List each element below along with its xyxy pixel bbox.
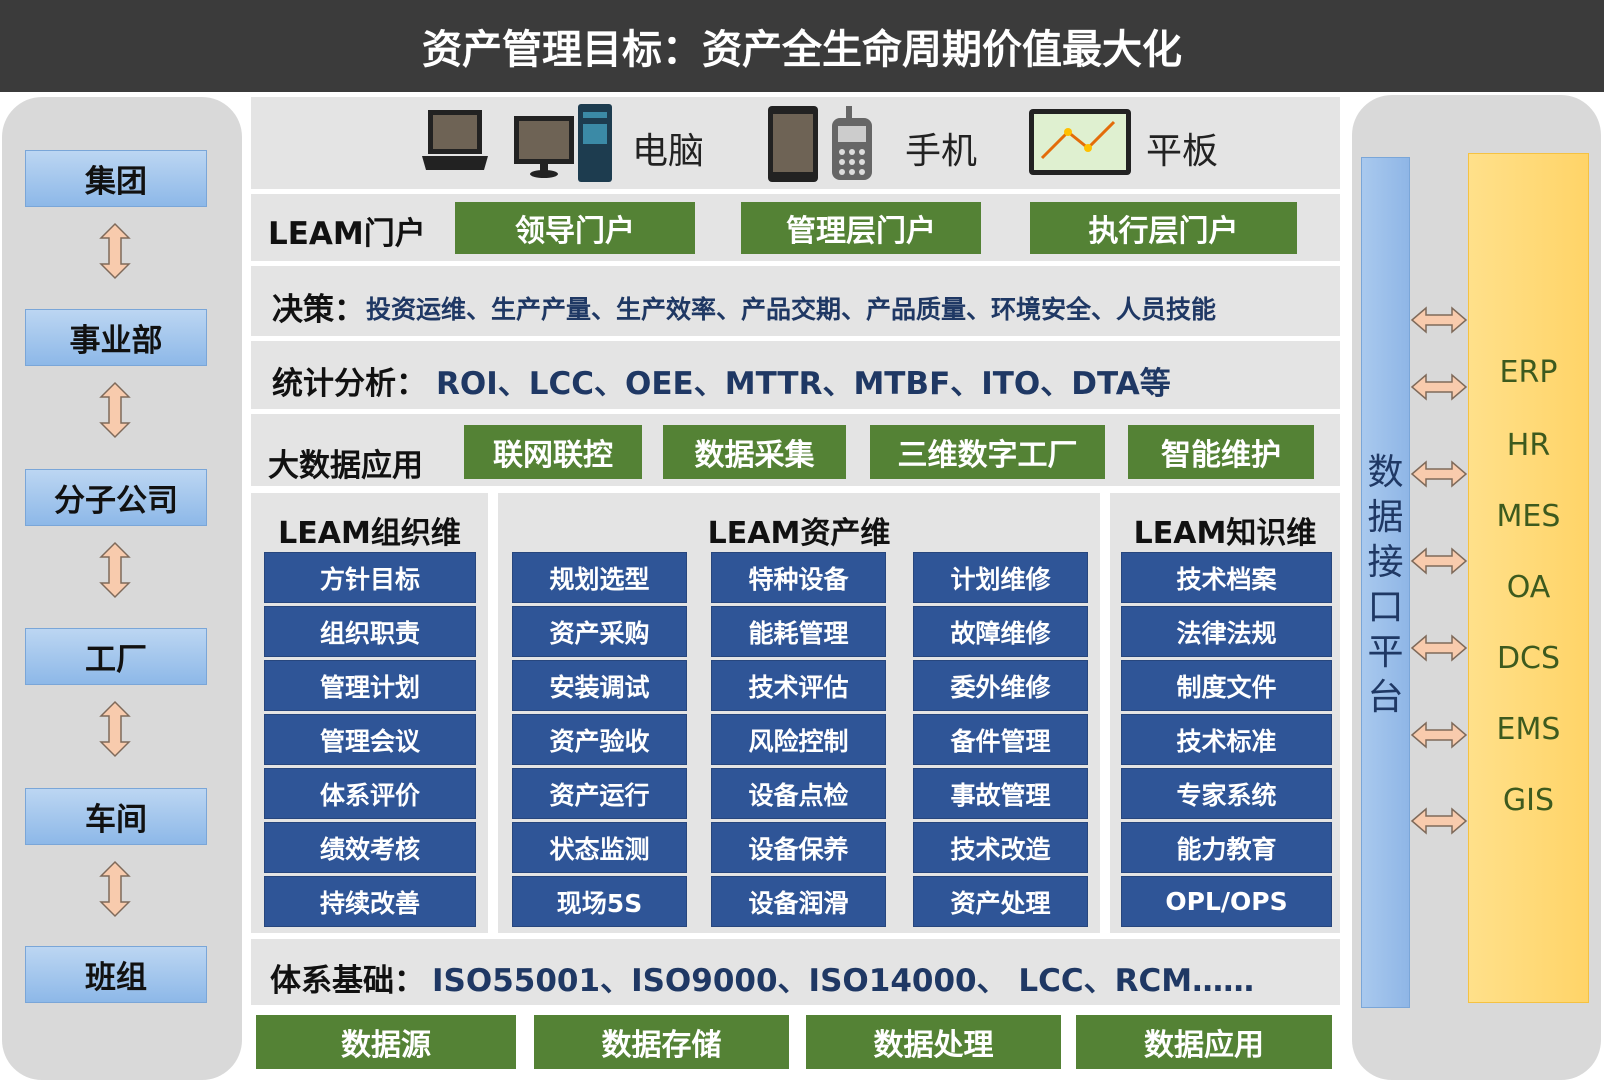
bidirectional-arrow-icon xyxy=(1410,373,1468,401)
module-cell: 技术标准 xyxy=(1121,714,1332,765)
bigdata-collection: 数据采集 xyxy=(663,425,846,479)
hierarchy-level: 班组 xyxy=(25,946,207,1003)
system-label: OA xyxy=(1506,570,1551,605)
data-layer-application: 数据应用 xyxy=(1076,1015,1332,1069)
hierarchy-level: 事业部 xyxy=(25,309,207,366)
bidirectional-arrow-icon xyxy=(1410,634,1468,662)
pc-label: 电脑 xyxy=(632,131,705,172)
page-title: 资产管理目标：资产全生命周期价值最大化 xyxy=(0,0,1604,92)
bidirectional-arrow-icon xyxy=(1410,721,1468,749)
module-cell: 委外维修 xyxy=(913,660,1088,711)
tablet-chart-icon xyxy=(1029,109,1131,175)
module-cell: 设备保养 xyxy=(711,822,886,873)
portal-execution: 执行层门户 xyxy=(1030,202,1297,254)
portal-management: 管理层门户 xyxy=(741,202,981,254)
bidirectional-arrow-icon xyxy=(99,222,131,280)
bidirectional-arrow-icon xyxy=(99,541,131,599)
interface-label: 数据接口平台 xyxy=(1367,452,1404,718)
system-label: HR xyxy=(1506,428,1551,463)
module-cell: 资产验收 xyxy=(512,714,687,765)
module-cell: OPL/OPS xyxy=(1121,876,1332,927)
decision-items: 投资运维、生产产量、生产效率、产品交期、产品质量、环境安全、人员技能 xyxy=(366,295,1217,324)
bigdata-3d-factory: 三维数字工厂 xyxy=(870,425,1105,479)
module-cell: 备件管理 xyxy=(913,714,1088,765)
module-cell: 组织职责 xyxy=(264,606,476,657)
laptop-icon xyxy=(422,110,488,170)
module-cell: 能耗管理 xyxy=(711,606,886,657)
system-label: DCS xyxy=(1496,641,1561,676)
module-cell: 法律法规 xyxy=(1121,606,1332,657)
tablet-label: 平板 xyxy=(1146,131,1219,172)
module-cell: 事故管理 xyxy=(913,768,1088,819)
module-cell: 绩效考核 xyxy=(264,822,476,873)
module-cell: 管理计划 xyxy=(264,660,476,711)
org-title: LEAM组织维 xyxy=(278,516,461,551)
portal-leader: 领导门户 xyxy=(455,202,695,254)
phone-label: 手机 xyxy=(905,131,978,172)
decision-label: 决策： xyxy=(272,292,365,328)
module-cell: 设备点检 xyxy=(711,768,886,819)
mobile-phone-icon xyxy=(768,106,872,182)
stats-label: 统计分析： xyxy=(272,366,427,402)
module-cell: 持续改善 xyxy=(264,876,476,927)
bidirectional-arrow-icon xyxy=(99,381,131,439)
module-cell: 规划选型 xyxy=(512,552,687,603)
system-label: ERP xyxy=(1499,355,1558,390)
bigdata-label: 大数据应用 xyxy=(268,448,423,484)
hierarchy-level: 车间 xyxy=(25,788,207,845)
module-cell: 特种设备 xyxy=(711,552,886,603)
stats-row xyxy=(251,341,1340,409)
module-cell: 专家系统 xyxy=(1121,768,1332,819)
module-cell: 状态监测 xyxy=(512,822,687,873)
module-cell: 计划维修 xyxy=(913,552,1088,603)
bidirectional-arrow-icon xyxy=(1410,460,1468,488)
foundation-row xyxy=(251,939,1340,1005)
bidirectional-arrow-icon xyxy=(1410,547,1468,575)
module-cell: 技术档案 xyxy=(1121,552,1332,603)
bigdata-smart-maintenance: 智能维护 xyxy=(1128,425,1314,479)
module-cell: 技术评估 xyxy=(711,660,886,711)
module-cell: 故障维修 xyxy=(913,606,1088,657)
module-cell: 设备润滑 xyxy=(711,876,886,927)
desktop-computer-icon xyxy=(514,104,612,182)
module-cell: 方针目标 xyxy=(264,552,476,603)
module-cell: 风险控制 xyxy=(711,714,886,765)
module-cell: 制度文件 xyxy=(1121,660,1332,711)
module-cell: 管理会议 xyxy=(264,714,476,765)
hierarchy-level: 集团 xyxy=(25,150,207,207)
module-cell: 能力教育 xyxy=(1121,822,1332,873)
data-layer-source: 数据源 xyxy=(256,1015,516,1069)
hierarchy-level: 工厂 xyxy=(25,628,207,685)
module-cell: 资产处理 xyxy=(913,876,1088,927)
module-cell: 技术改造 xyxy=(913,822,1088,873)
module-cell: 资产采购 xyxy=(512,606,687,657)
decision-row xyxy=(251,266,1340,336)
data-layer-processing: 数据处理 xyxy=(806,1015,1061,1069)
module-cell: 资产运行 xyxy=(512,768,687,819)
system-label: GIS xyxy=(1502,783,1555,818)
bidirectional-arrow-icon xyxy=(1410,306,1468,334)
data-interface-platform xyxy=(1361,157,1410,1008)
bidirectional-arrow-icon xyxy=(99,700,131,758)
system-label: EMS xyxy=(1496,712,1561,747)
bidirectional-arrow-icon xyxy=(99,860,131,918)
hierarchy-level: 分子公司 xyxy=(25,469,207,526)
module-cell: 体系评价 xyxy=(264,768,476,819)
data-layer-storage: 数据存储 xyxy=(534,1015,789,1069)
stats-items: ROI、LCC、OEE、MTTR、MTBF、ITO、DTA等 xyxy=(436,366,1171,402)
module-cell: 安装调试 xyxy=(512,660,687,711)
module-cell: 现场5S xyxy=(512,876,687,927)
foundation-items: ISO55001、ISO9000、ISO14000、 LCC、RCM…… xyxy=(432,963,1255,999)
bigdata-iot: 联网联控 xyxy=(464,425,642,479)
asset-title: LEAM资产维 xyxy=(707,516,891,551)
knowledge-title: LEAM知识维 xyxy=(1133,516,1317,551)
external-systems-box xyxy=(1468,153,1589,1003)
bidirectional-arrow-icon xyxy=(1410,807,1468,835)
portal-label: LEAM门户 xyxy=(268,216,426,252)
foundation-label: 体系基础： xyxy=(270,963,425,999)
system-label: MES xyxy=(1496,499,1561,534)
